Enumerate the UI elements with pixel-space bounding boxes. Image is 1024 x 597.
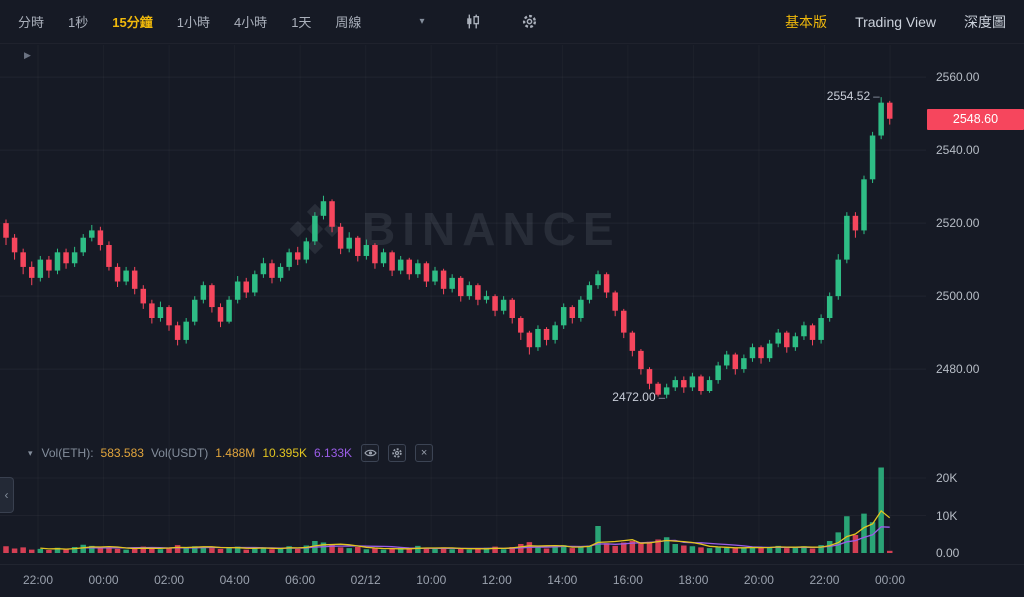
volume-axis-label: 20K	[936, 471, 958, 485]
close-icon[interactable]: ×	[415, 444, 434, 462]
price-axis: 2560.00 2540.00 2520.00 2500.00 2480.00	[936, 0, 1024, 597]
interval-1d[interactable]: 1天	[291, 15, 312, 30]
time-axis-label: 16:00	[612, 573, 643, 587]
panel-expand-arrow-icon[interactable]: ▶	[24, 50, 31, 60]
last-price-badge: 2548.60	[927, 108, 1024, 130]
interval-1h[interactable]: 1小時	[176, 15, 210, 30]
chart-toolbar: 分時 1秒 15分鐘 1小時 4小時 1天 周線 ▾ 基本版 Trading View 深度圖	[0, 0, 1024, 44]
time-axis-label: 22:00	[22, 573, 54, 587]
time-axis-label: 10:00	[416, 573, 447, 587]
volume-axis-label: 0.00	[936, 546, 960, 560]
chevron-down-icon[interactable]: ▾	[419, 16, 425, 27]
view-tab-basic[interactable]: 基本版	[785, 13, 828, 30]
binance-watermark: BINANCE	[288, 202, 621, 256]
time-axis-label: 02/12	[350, 573, 381, 587]
chart-style-icon[interactable]	[464, 13, 481, 30]
eye-icon-glyph	[363, 449, 377, 457]
view-tab-depth[interactable]: 深度圖	[964, 13, 1006, 30]
view-tab-tradingview[interactable]: Trading View	[855, 13, 936, 30]
vol-base-value: 583.583	[100, 446, 144, 460]
time-axis: 22:00 00:00 02:00 04:00 06:00 02/12 10:00 12:00…	[0, 564, 1024, 597]
low-price-annotation: 2472.00	[612, 390, 656, 405]
volume-settings-gear-icon[interactable]	[388, 444, 407, 462]
volume-axis: 20K 10K 0.00	[936, 0, 1024, 597]
volume-axis-label: 10K	[936, 508, 958, 523]
chevron-down-icon[interactable]: ▾	[28, 447, 33, 458]
time-axis-label: 00:00	[875, 573, 906, 587]
volume-legend: ▾ Vol(ETH): 583.583 Vol(USDT) 1.488M 10.…	[28, 443, 434, 463]
interval-1s[interactable]: 1秒	[68, 15, 89, 30]
settings-gear-icon[interactable]	[521, 13, 538, 30]
interval-time[interactable]: 分時	[18, 15, 45, 30]
price-axis-label: 2540.00	[936, 143, 980, 158]
chevron-left-icon: ‹	[4, 488, 9, 502]
gear-icon-glyph	[392, 448, 402, 458]
time-axis-label: 22:00	[809, 573, 840, 587]
time-axis-label: 00:00	[88, 573, 119, 587]
interval-selector: 分時 1秒 15分鐘 1小時 4小時 1天 周線	[18, 12, 385, 31]
time-axis-label: 02:00	[154, 573, 185, 587]
time-axis-label: 06:00	[285, 573, 316, 587]
watermark-text: BINANCE	[362, 203, 621, 255]
price-axis-label: 2560.00	[936, 70, 980, 85]
eye-icon[interactable]	[361, 444, 380, 462]
high-price-annotation: 2554.52	[826, 89, 871, 104]
time-axis-label: 20:00	[743, 573, 774, 587]
time-axis-label: 04:00	[219, 573, 250, 587]
chart-style-icon-glyph	[467, 14, 480, 29]
interval-1w[interactable]: 周線	[335, 15, 362, 30]
vol-quote-label: Vol(USDT)	[150, 446, 209, 460]
chart-view-tabs: 基本版 Trading View 深度圖	[785, 12, 1006, 32]
vol-ma5-value: 10.395K	[262, 446, 308, 460]
vol-base-label: Vol(ETH):	[41, 446, 94, 460]
price-axis-label: 2520.00	[936, 216, 980, 231]
vol-ma10-value: 6.133K	[314, 446, 353, 460]
time-axis-label: 18:00	[678, 573, 709, 587]
time-axis-label: 14:00	[547, 573, 578, 587]
gear-icon-glyph	[523, 14, 537, 29]
price-axis-label: 2500.00	[936, 289, 980, 304]
price-axis-label: 2480.00	[936, 362, 980, 377]
time-axis-label: 12:00	[481, 573, 512, 587]
interval-4h[interactable]: 4小時	[233, 15, 268, 30]
interval-15m[interactable]: 15分鐘	[112, 15, 153, 30]
vol-quote-value: 1.488M	[215, 446, 256, 460]
pane-collapse-tab[interactable]: ‹	[0, 477, 14, 513]
